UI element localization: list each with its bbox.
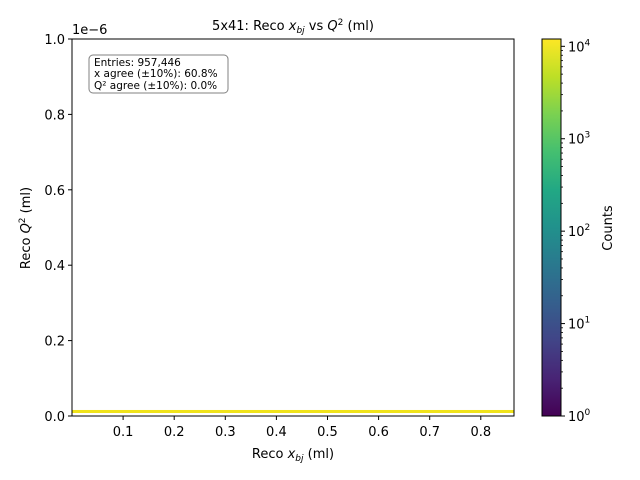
colorbar-tick-label: 102 [568, 223, 590, 240]
x-axis-label: Reco xbj (ml) [252, 447, 334, 464]
x-tick-label: 0.8 [470, 425, 491, 440]
stats-entries: Entries: 957,446 [94, 57, 181, 69]
y-axis-ticks: 0.0 0.2 0.4 0.6 0.8 1.0 [44, 33, 72, 425]
x-tick-label: 0.6 [368, 425, 389, 440]
y-tick-label: 0.2 [44, 335, 65, 350]
colorbar-ticks: 100 101 102 103 104 [561, 38, 591, 425]
colorbar-tick-label: 104 [568, 38, 591, 55]
colorbar-tick-label: 101 [568, 316, 590, 333]
colorbar [541, 38, 562, 417]
xlabel-sub: bj [295, 454, 304, 464]
x-tick-label: 0.3 [215, 425, 236, 440]
stats-x-agree: x agree (±10%): 60.8% [94, 68, 218, 80]
xlabel-base: x [287, 447, 296, 462]
title-x-base: x [288, 19, 297, 34]
title-q-sup: 2 [338, 18, 344, 28]
chart-title: 5x41: Reco xbj vs Q2 (ml) [212, 18, 374, 36]
colorbar-tick-label: 100 [568, 408, 591, 425]
x-tick-label: 0.7 [419, 425, 440, 440]
y-tick-label: 1.0 [44, 33, 65, 48]
y-tick-label: 0.6 [44, 184, 65, 199]
x-tick-label: 0.5 [317, 425, 338, 440]
ylabel-pre: Reco [19, 233, 34, 269]
plot-frame [71, 38, 515, 417]
x-tick-label: 0.2 [164, 425, 185, 440]
y-axis-label: Reco Q2 (ml) [18, 187, 34, 269]
colorbar-label: Counts [601, 205, 616, 251]
y-tick-label: 0.4 [44, 259, 65, 274]
colorbar-tick-label: 103 [568, 131, 590, 148]
ylabel-base: Q [19, 223, 34, 233]
stats-box-frame [88, 54, 229, 94]
plot-area [72, 39, 514, 416]
title-x-sub: bj [296, 26, 305, 36]
x-tick-label: 0.4 [266, 425, 287, 440]
xlabel-pre: Reco [252, 447, 288, 462]
ylabel-post: (ml) [19, 187, 34, 218]
x-axis-ticks: 0.1 0.2 0.3 0.4 0.5 0.6 0.7 0.8 [113, 416, 491, 440]
stats-q2-agree: Q² agree (±10%): 0.0% [94, 80, 217, 92]
stats-box: Entries: 957,446 x agree (±10%): 60.8% Q… [88, 54, 229, 94]
y-offset-text: 1e−6 [72, 23, 107, 38]
title-q-base: Q [327, 19, 337, 34]
y-tick-label: 0.0 [44, 410, 65, 425]
title-pre: 5x41: Reco [212, 19, 289, 34]
heatmap-band [72, 409, 514, 413]
ylabel-sup: 2 [18, 217, 28, 223]
title-post: (ml) [343, 19, 374, 34]
x-tick-label: 0.1 [113, 425, 134, 440]
y-tick-label: 0.8 [44, 108, 65, 123]
title-mid: vs [305, 19, 328, 34]
xlabel-post: (ml) [304, 447, 335, 462]
heatmap-cells [72, 409, 514, 413]
